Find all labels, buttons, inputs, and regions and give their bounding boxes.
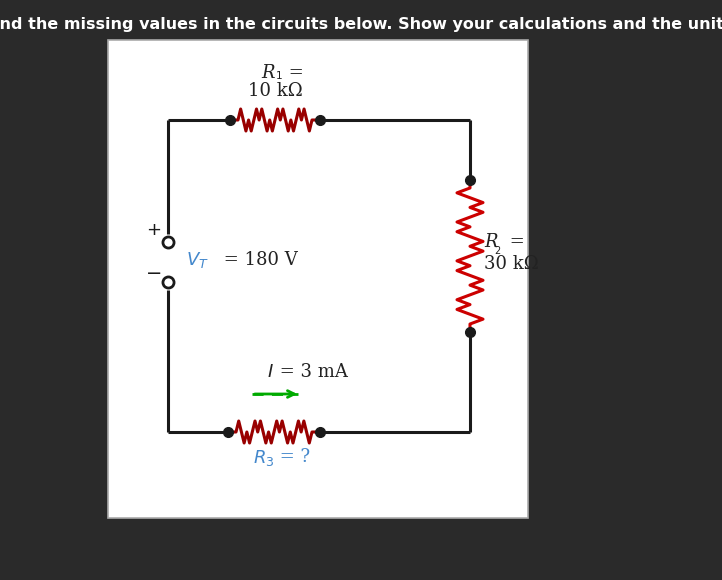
Text: $_{2}$: $_{2}$	[494, 243, 501, 257]
Text: 30 kΩ: 30 kΩ	[484, 255, 539, 273]
Text: Find the missing values in the circuits below. Show your calculations and the un: Find the missing values in the circuits …	[0, 17, 722, 32]
Text: =: =	[504, 233, 525, 251]
Text: 10 kΩ: 10 kΩ	[248, 82, 303, 100]
Text: = ?: = ?	[274, 448, 310, 466]
Text: R: R	[261, 64, 275, 82]
Text: −: −	[146, 264, 162, 284]
Text: $_{1}$: $_{1}$	[275, 68, 283, 82]
Text: $V_{T}$: $V_{T}$	[186, 250, 209, 270]
Text: +: +	[147, 221, 162, 239]
Text: $I$: $I$	[267, 363, 274, 381]
Text: $R_{3}$: $R_{3}$	[253, 448, 274, 468]
Text: = 3 mA: = 3 mA	[274, 363, 348, 381]
FancyBboxPatch shape	[108, 40, 528, 518]
Text: R: R	[484, 233, 497, 251]
Text: = 180 V: = 180 V	[218, 251, 297, 269]
Text: =: =	[283, 64, 304, 82]
